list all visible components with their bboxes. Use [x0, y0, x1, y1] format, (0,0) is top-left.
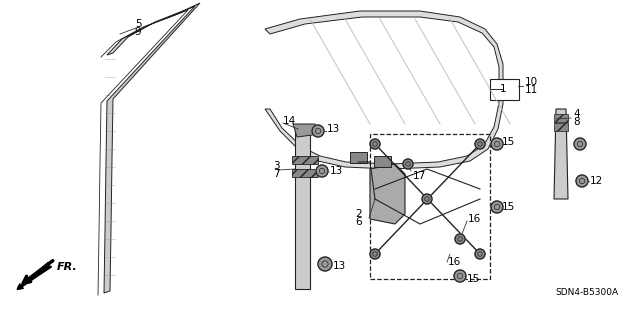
- Circle shape: [475, 139, 485, 149]
- Text: 10: 10: [525, 77, 538, 87]
- Circle shape: [454, 270, 466, 282]
- Polygon shape: [293, 124, 320, 137]
- Polygon shape: [104, 3, 200, 293]
- Polygon shape: [554, 109, 568, 199]
- Text: 9: 9: [134, 27, 141, 37]
- Polygon shape: [292, 169, 318, 177]
- Circle shape: [370, 139, 380, 149]
- Text: 17: 17: [413, 171, 426, 181]
- Text: 1: 1: [499, 84, 506, 94]
- Circle shape: [316, 165, 328, 177]
- Polygon shape: [554, 123, 568, 131]
- Text: 15: 15: [502, 202, 515, 212]
- Text: 8: 8: [573, 117, 580, 127]
- Text: 15: 15: [467, 274, 480, 284]
- Circle shape: [475, 249, 485, 259]
- FancyBboxPatch shape: [349, 152, 367, 162]
- Circle shape: [370, 249, 380, 259]
- Circle shape: [574, 138, 586, 150]
- Text: 16: 16: [468, 214, 481, 224]
- Text: 11: 11: [525, 85, 538, 95]
- FancyBboxPatch shape: [490, 78, 518, 100]
- Circle shape: [312, 125, 324, 137]
- FancyBboxPatch shape: [374, 155, 390, 167]
- Circle shape: [403, 159, 413, 169]
- Text: FR.: FR.: [57, 262, 77, 272]
- Text: 7: 7: [273, 169, 280, 179]
- Text: 5: 5: [134, 19, 141, 29]
- Polygon shape: [265, 11, 503, 169]
- Polygon shape: [370, 164, 405, 224]
- Circle shape: [318, 257, 332, 271]
- Text: 13: 13: [327, 124, 340, 134]
- Polygon shape: [292, 156, 318, 164]
- Circle shape: [491, 138, 503, 150]
- Text: 14: 14: [283, 116, 296, 126]
- Text: 16: 16: [448, 257, 461, 267]
- Text: 15: 15: [502, 137, 515, 147]
- Circle shape: [576, 175, 588, 187]
- Bar: [370, 134, 490, 279]
- Circle shape: [422, 194, 432, 204]
- Text: 13: 13: [333, 261, 346, 271]
- Text: 2: 2: [355, 209, 362, 219]
- Circle shape: [491, 201, 503, 213]
- Text: 6: 6: [355, 217, 362, 227]
- Circle shape: [455, 234, 465, 244]
- Polygon shape: [295, 124, 310, 289]
- Text: SDN4-B5300A: SDN4-B5300A: [555, 288, 618, 297]
- Text: 13: 13: [330, 166, 343, 176]
- Text: 12: 12: [590, 176, 604, 186]
- Text: 3: 3: [273, 161, 280, 171]
- Polygon shape: [554, 114, 568, 122]
- Text: 4: 4: [573, 109, 580, 119]
